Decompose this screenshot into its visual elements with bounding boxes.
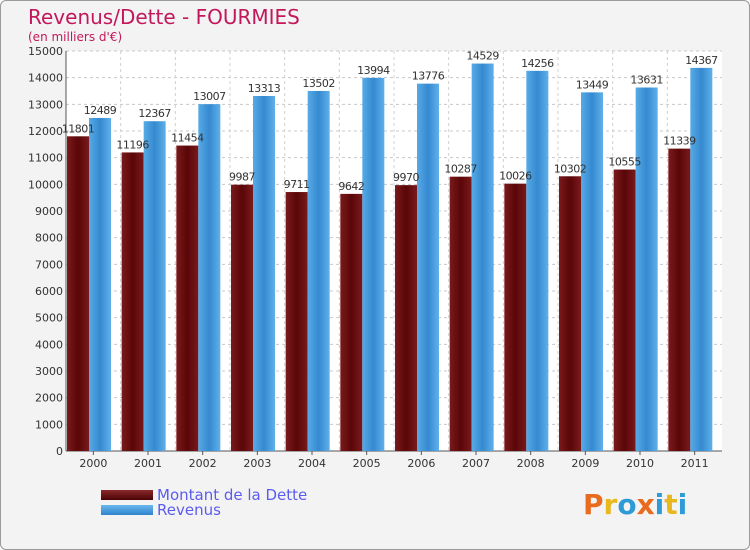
data-label-dette: 9987	[229, 171, 255, 184]
data-label-revenus: 14529	[466, 50, 499, 63]
y-tick-label: 5000	[35, 312, 63, 325]
bar-revenus	[417, 83, 439, 451]
bar-dette	[176, 145, 199, 451]
bar-revenus	[526, 70, 549, 451]
bar-revenus	[89, 117, 111, 452]
data-label-dette: 10302	[554, 162, 587, 175]
data-label-revenus: 13502	[302, 77, 335, 90]
x-tick-label: 2010	[626, 457, 654, 470]
x-tick-label: 2007	[462, 457, 490, 470]
bar-revenus	[198, 104, 221, 451]
data-label-revenus: 14367	[685, 54, 718, 67]
bar-revenus	[581, 92, 603, 452]
data-label-revenus: 13776	[412, 70, 445, 83]
bar-revenus	[307, 90, 330, 452]
bar-revenus	[362, 77, 385, 452]
y-tick-label: 15000	[28, 45, 63, 58]
logo-letter: P	[583, 488, 604, 521]
y-tick-label: 9000	[35, 205, 63, 218]
data-label-revenus: 13994	[357, 64, 390, 77]
y-tick-label: 0	[56, 445, 63, 458]
y-tick-label: 14000	[28, 72, 63, 85]
y-tick-label: 2000	[35, 392, 63, 405]
data-label-revenus: 12367	[138, 107, 171, 120]
data-label-dette: 11454	[171, 132, 204, 145]
data-label-dette: 10026	[499, 170, 532, 183]
y-tick-label: 10000	[28, 178, 63, 191]
bar-dette	[231, 184, 253, 451]
y-tick-label: 3000	[35, 365, 63, 378]
bar-revenus	[690, 67, 713, 451]
data-label-dette: 11196	[116, 138, 149, 151]
data-label-revenus: 13631	[630, 74, 663, 87]
logo-letter: i	[654, 488, 665, 521]
bar-dette	[395, 185, 417, 451]
data-label-revenus: 12489	[84, 104, 117, 117]
logo-letter: o	[617, 488, 637, 521]
logo-letter: i	[677, 488, 688, 521]
logo-letter: x	[636, 488, 655, 521]
data-label-revenus: 13007	[193, 90, 226, 103]
legend-item-revenus: Revenus	[101, 500, 307, 519]
legend-swatch-dette	[101, 489, 153, 500]
data-label-dette: 11339	[663, 135, 696, 148]
logo-letter: r	[603, 488, 618, 521]
logo-letter: t	[664, 488, 678, 521]
y-tick-label: 12000	[28, 125, 63, 138]
y-tick-label: 8000	[35, 232, 63, 245]
x-tick-label: 2008	[517, 457, 545, 470]
bar-dette	[340, 193, 363, 451]
bar-dette	[559, 176, 581, 451]
data-label-dette: 9642	[338, 180, 364, 193]
legend-label-revenus: Revenus	[157, 500, 221, 519]
data-label-dette: 9711	[284, 178, 310, 191]
x-tick-label: 2002	[189, 457, 217, 470]
legend-label-dette: Montant de la Dette	[157, 485, 308, 504]
y-tick-label: 6000	[35, 285, 63, 298]
y-tick-label: 11000	[28, 152, 63, 165]
x-tick-label: 2004	[298, 457, 326, 470]
bar-dette	[504, 183, 527, 451]
bar-revenus	[253, 95, 275, 451]
x-tick-label: 2011	[681, 457, 709, 470]
data-label-revenus: 14256	[521, 57, 554, 70]
data-label-dette: 10287	[444, 163, 477, 176]
data-label-dette: 11801	[62, 122, 95, 135]
bar-revenus	[143, 121, 166, 452]
x-tick-label: 2003	[243, 457, 271, 470]
data-label-revenus: 13313	[248, 82, 281, 95]
legend-swatch-revenus	[101, 504, 153, 515]
x-tick-label: 2005	[353, 457, 381, 470]
x-tick-label: 2009	[571, 457, 599, 470]
chart-subtitle: (en milliers d'€)	[28, 30, 123, 44]
bar-dette	[285, 192, 308, 452]
chart-legend: Montant de la Dette Revenus	[101, 485, 308, 519]
bar-revenus	[471, 63, 494, 452]
bar-revenus	[635, 87, 658, 452]
bar-dette	[613, 169, 636, 452]
x-tick-label: 2000	[79, 457, 107, 470]
bar-dette	[449, 176, 472, 451]
data-label-revenus: 13449	[576, 78, 609, 91]
y-tick-label: 4000	[35, 338, 63, 351]
proxiti-logo: Proxiti	[583, 488, 687, 521]
bar-dette	[668, 148, 691, 452]
x-tick-label: 2001	[134, 457, 162, 470]
data-label-dette: 10555	[608, 156, 641, 169]
y-tick-label: 1000	[35, 418, 63, 431]
legend-item-dette: Montant de la Dette	[101, 485, 308, 504]
bar-dette	[67, 136, 89, 451]
x-tick-label: 2006	[407, 457, 435, 470]
y-tick-label: 7000	[35, 258, 63, 271]
bar-dette	[121, 152, 144, 451]
chart-title: Revenus/Dette - FOURMIES	[28, 5, 300, 29]
y-tick-label: 13000	[28, 98, 63, 111]
data-label-dette: 9970	[393, 171, 419, 184]
